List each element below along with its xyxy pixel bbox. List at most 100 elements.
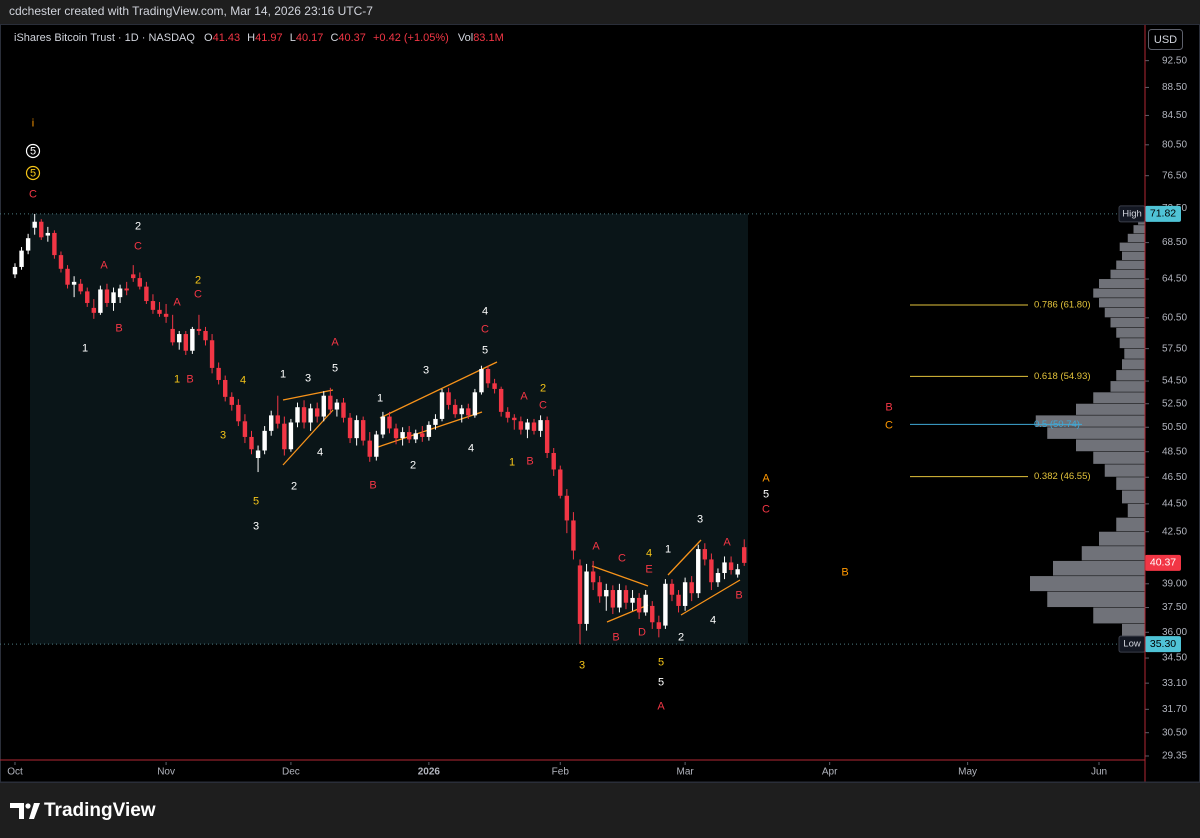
wave-label: 5 xyxy=(658,676,664,688)
high-tag-label: High xyxy=(1122,208,1142,219)
volume-profile-bar xyxy=(1116,477,1145,490)
volume-profile-bar xyxy=(1104,307,1145,318)
candle-body xyxy=(249,436,254,450)
candle-body xyxy=(413,433,418,440)
wave-label: 4 xyxy=(240,374,246,386)
candle-body xyxy=(52,232,57,256)
candle-body xyxy=(485,368,491,384)
candle-body xyxy=(111,292,116,303)
candle-body xyxy=(571,520,576,551)
candle-body xyxy=(39,221,44,238)
candle-body xyxy=(334,402,340,410)
wave-label: B xyxy=(885,401,892,413)
candle-body xyxy=(190,328,195,351)
volume-profile-bar xyxy=(1127,233,1145,243)
volume-profile-bar xyxy=(1133,225,1145,234)
candle-body xyxy=(518,421,524,430)
volume-profile-bar xyxy=(1047,591,1145,608)
candle-body xyxy=(301,407,307,423)
wave-label: 1 xyxy=(377,392,383,404)
candle-body xyxy=(236,404,241,422)
y-tick-label: 29.35 xyxy=(1162,751,1187,762)
trend-line xyxy=(282,389,334,401)
candle-body xyxy=(209,340,215,368)
candle-body xyxy=(19,250,24,267)
wave-label: 3 xyxy=(579,659,585,671)
candle-body xyxy=(341,402,346,418)
wave-label: A xyxy=(657,700,665,712)
legend-value: 83.1M xyxy=(473,32,504,44)
candle-body xyxy=(439,392,445,419)
legend-value: 41.97 xyxy=(255,32,283,44)
candle-body xyxy=(216,367,221,380)
y-tick-label: 76.50 xyxy=(1162,170,1187,181)
legend-key: O xyxy=(204,32,213,44)
wave-label: C xyxy=(29,188,37,200)
x-tick-label: 2026 xyxy=(418,767,441,778)
candle-body xyxy=(512,417,517,421)
y-tick-label: 33.10 xyxy=(1162,678,1187,689)
candle-body xyxy=(71,281,77,285)
volume-profile-bar xyxy=(1122,490,1145,504)
y-tick-label: 88.50 xyxy=(1162,82,1187,93)
candle-body xyxy=(196,328,202,331)
legend-symbol: iShares Bitcoin Trust · 1D · NASDAQ xyxy=(14,32,195,44)
volume-profile-bar xyxy=(1116,327,1145,338)
trend-line xyxy=(379,361,498,419)
candle-body xyxy=(295,407,300,423)
y-tick-label: 64.50 xyxy=(1162,274,1187,285)
x-tick-label: Feb xyxy=(552,767,570,778)
volume-profile-bar xyxy=(1093,392,1145,404)
legend-key: C xyxy=(330,32,338,44)
volume-profile-bar xyxy=(1116,517,1145,532)
candle-body xyxy=(735,569,740,575)
wave-label: 1 xyxy=(280,368,286,380)
candle-body xyxy=(157,309,162,314)
candle-body xyxy=(722,562,727,574)
candle-body xyxy=(400,432,405,439)
wave-label: B xyxy=(841,566,848,578)
candle-body xyxy=(223,379,228,397)
y-tick-label: 42.50 xyxy=(1162,526,1187,537)
low-tag-box xyxy=(1145,636,1181,653)
candle-body xyxy=(321,395,326,417)
legend: iShares Bitcoin Trust · 1D · NASDAQ O 41.… xyxy=(14,32,504,44)
wave-label: C xyxy=(618,552,626,564)
wave-label: B xyxy=(735,589,742,601)
candle-body xyxy=(663,583,668,626)
candle-body xyxy=(98,289,103,313)
candle-body xyxy=(91,307,97,313)
wave-label: 4 xyxy=(646,547,652,559)
logo-dot xyxy=(25,803,31,809)
volume-profile-bar xyxy=(1099,279,1145,289)
y-tick-label: 57.50 xyxy=(1162,343,1187,354)
currency-button[interactable] xyxy=(1148,29,1183,50)
candle-body xyxy=(367,440,372,457)
candle-body xyxy=(676,594,681,606)
y-tick-label: 37.50 xyxy=(1162,602,1187,613)
wave-label: B xyxy=(186,373,193,385)
wave-label: 2 xyxy=(135,220,141,232)
candle-body xyxy=(479,368,484,393)
brand-logo xyxy=(10,803,40,819)
wave-label: 2 xyxy=(678,631,684,643)
candle-body xyxy=(742,547,747,563)
footer-bar xyxy=(0,783,1200,838)
candle-body xyxy=(150,301,156,310)
currency-label[interactable]: USD xyxy=(1154,34,1177,46)
candle-body xyxy=(696,549,701,594)
legend-key: Vol xyxy=(458,32,473,44)
wave-label: 2 xyxy=(195,274,201,286)
wave-label: 3 xyxy=(423,364,429,376)
top-bar xyxy=(0,0,1200,24)
candle-body xyxy=(466,408,471,416)
candle-body xyxy=(308,408,313,423)
candle-body xyxy=(577,565,583,624)
wave-label: C xyxy=(481,323,489,335)
candle-body xyxy=(354,420,359,439)
candle-body xyxy=(25,238,31,251)
wave-label: A xyxy=(173,296,181,308)
fib-level-label: 0.382 (46.55) xyxy=(1034,471,1091,482)
wave-label: B xyxy=(526,455,533,467)
volume-profile-bar xyxy=(1122,251,1145,261)
